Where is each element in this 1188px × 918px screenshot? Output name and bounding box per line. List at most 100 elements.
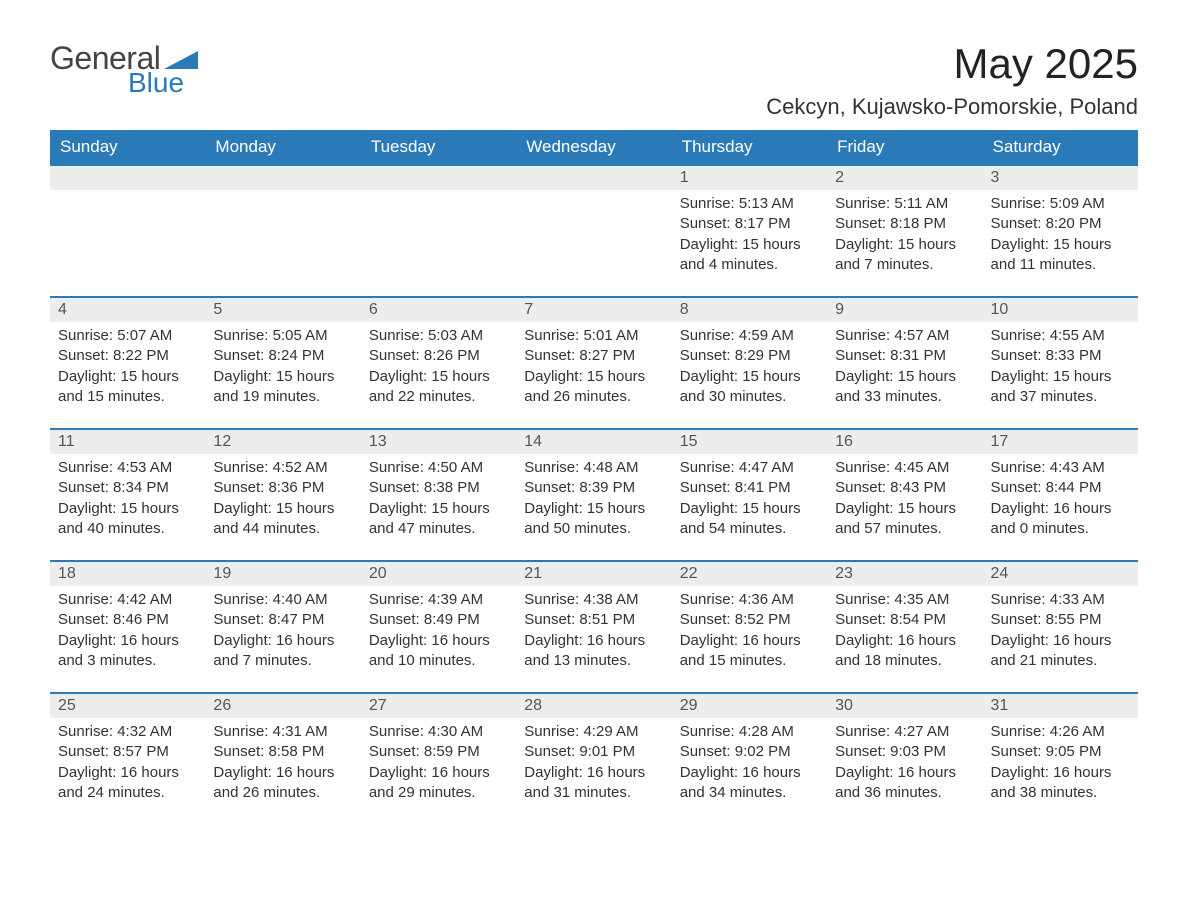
day-content: Sunrise: 5:05 AMSunset: 8:24 PMDaylight:… [205, 322, 360, 413]
sunrise-line: Sunrise: 4:47 AM [680, 458, 819, 478]
day-number: 4 [50, 296, 205, 322]
sunset-value: 8:20 PM [1046, 215, 1102, 232]
sunrise-label: Sunrise: [213, 723, 272, 740]
day-content: Sunrise: 4:57 AMSunset: 8:31 PMDaylight:… [827, 322, 982, 413]
weekday-header: Thursday [672, 130, 827, 164]
day-number: 14 [516, 428, 671, 454]
day-content: Sunrise: 4:47 AMSunset: 8:41 PMDaylight:… [672, 454, 827, 545]
sunrise-line: Sunrise: 4:26 AM [991, 722, 1130, 742]
sunset-line: Sunset: 8:33 PM [991, 346, 1130, 366]
sunrise-label: Sunrise: [58, 723, 117, 740]
sunset-line: Sunset: 8:49 PM [369, 610, 508, 630]
sunrise-line: Sunrise: 4:50 AM [369, 458, 508, 478]
sunset-label: Sunset: [213, 743, 268, 760]
calendar-cell: 13Sunrise: 4:50 AMSunset: 8:38 PMDayligh… [361, 428, 516, 560]
sunrise-line: Sunrise: 4:40 AM [213, 590, 352, 610]
page-header: General Blue May 2025 Cekcyn, Kujawsko-P… [50, 40, 1138, 120]
calendar-cell [516, 164, 671, 296]
calendar-cell: 9Sunrise: 4:57 AMSunset: 8:31 PMDaylight… [827, 296, 982, 428]
sunrise-label: Sunrise: [680, 459, 739, 476]
calendar-row: 1Sunrise: 5:13 AMSunset: 8:17 PMDaylight… [50, 164, 1138, 296]
day-number: 5 [205, 296, 360, 322]
sunrise-value: 5:05 AM [273, 327, 328, 344]
sunrise-value: 4:57 AM [894, 327, 949, 344]
daylight-line: Daylight: 16 hours and 36 minutes. [835, 763, 974, 804]
sunrise-line: Sunrise: 5:09 AM [991, 194, 1130, 214]
calendar-cell: 6Sunrise: 5:03 AMSunset: 8:26 PMDaylight… [361, 296, 516, 428]
day-content: Sunrise: 5:11 AMSunset: 8:18 PMDaylight:… [827, 190, 982, 281]
day-content: Sunrise: 4:35 AMSunset: 8:54 PMDaylight:… [827, 586, 982, 677]
sunset-value: 9:03 PM [890, 743, 946, 760]
sunset-label: Sunset: [369, 479, 424, 496]
daylight-label: Daylight: [991, 368, 1054, 385]
sunset-value: 8:46 PM [113, 611, 169, 628]
sunrise-value: 4:43 AM [1050, 459, 1105, 476]
day-number: 3 [983, 164, 1138, 190]
daylight-label: Daylight: [524, 368, 587, 385]
month-title: May 2025 [766, 40, 1138, 88]
sunrise-value: 4:47 AM [739, 459, 794, 476]
day-number: 13 [361, 428, 516, 454]
calendar-row: 18Sunrise: 4:42 AMSunset: 8:46 PMDayligh… [50, 560, 1138, 692]
sunset-value: 8:43 PM [890, 479, 946, 496]
sunrise-label: Sunrise: [991, 591, 1050, 608]
daylight-line: Daylight: 16 hours and 29 minutes. [369, 763, 508, 804]
daylight-line: Daylight: 15 hours and 37 minutes. [991, 367, 1130, 408]
day-content: Sunrise: 4:45 AMSunset: 8:43 PMDaylight:… [827, 454, 982, 545]
sunrise-value: 5:03 AM [428, 327, 483, 344]
empty-day-bar [361, 164, 516, 190]
sunrise-label: Sunrise: [213, 591, 272, 608]
daylight-line: Daylight: 15 hours and 19 minutes. [213, 367, 352, 408]
sunset-label: Sunset: [680, 479, 735, 496]
daylight-line: Daylight: 16 hours and 0 minutes. [991, 499, 1130, 540]
sunset-label: Sunset: [58, 479, 113, 496]
day-number: 27 [361, 692, 516, 718]
calendar-cell: 22Sunrise: 4:36 AMSunset: 8:52 PMDayligh… [672, 560, 827, 692]
calendar-cell: 1Sunrise: 5:13 AMSunset: 8:17 PMDaylight… [672, 164, 827, 296]
daylight-label: Daylight: [213, 764, 276, 781]
sunset-label: Sunset: [835, 743, 890, 760]
day-number: 6 [361, 296, 516, 322]
sunrise-value: 4:30 AM [428, 723, 483, 740]
sunset-label: Sunset: [213, 479, 268, 496]
day-content: Sunrise: 4:59 AMSunset: 8:29 PMDaylight:… [672, 322, 827, 413]
logo: General Blue [50, 40, 198, 99]
calendar-cell: 2Sunrise: 5:11 AMSunset: 8:18 PMDaylight… [827, 164, 982, 296]
day-number: 25 [50, 692, 205, 718]
day-content: Sunrise: 4:43 AMSunset: 8:44 PMDaylight:… [983, 454, 1138, 545]
sunrise-label: Sunrise: [369, 591, 428, 608]
calendar-row: 25Sunrise: 4:32 AMSunset: 8:57 PMDayligh… [50, 692, 1138, 824]
daylight-line: Daylight: 16 hours and 24 minutes. [58, 763, 197, 804]
daylight-label: Daylight: [524, 632, 587, 649]
daylight-line: Daylight: 16 hours and 34 minutes. [680, 763, 819, 804]
daylight-label: Daylight: [991, 500, 1054, 517]
daylight-label: Daylight: [524, 764, 587, 781]
sunrise-label: Sunrise: [524, 459, 583, 476]
sunrise-label: Sunrise: [991, 327, 1050, 344]
sunrise-line: Sunrise: 5:05 AM [213, 326, 352, 346]
sunrise-line: Sunrise: 4:31 AM [213, 722, 352, 742]
daylight-label: Daylight: [835, 236, 898, 253]
sunrise-value: 4:53 AM [117, 459, 172, 476]
daylight-label: Daylight: [680, 764, 743, 781]
sunrise-line: Sunrise: 4:38 AM [524, 590, 663, 610]
sunrise-line: Sunrise: 4:42 AM [58, 590, 197, 610]
day-number: 31 [983, 692, 1138, 718]
calendar-head: SundayMondayTuesdayWednesdayThursdayFrid… [50, 130, 1138, 164]
day-number: 11 [50, 428, 205, 454]
day-number: 2 [827, 164, 982, 190]
sunrise-line: Sunrise: 4:52 AM [213, 458, 352, 478]
day-number: 21 [516, 560, 671, 586]
sunrise-label: Sunrise: [213, 327, 272, 344]
sunrise-label: Sunrise: [680, 327, 739, 344]
sunset-value: 8:34 PM [113, 479, 169, 496]
sunset-value: 8:47 PM [268, 611, 324, 628]
day-content: Sunrise: 4:55 AMSunset: 8:33 PMDaylight:… [983, 322, 1138, 413]
sunrise-label: Sunrise: [524, 591, 583, 608]
daylight-label: Daylight: [680, 632, 743, 649]
sunrise-value: 4:38 AM [583, 591, 638, 608]
sunrise-value: 4:27 AM [894, 723, 949, 740]
weekday-header: Tuesday [361, 130, 516, 164]
sunrise-line: Sunrise: 4:39 AM [369, 590, 508, 610]
sunset-line: Sunset: 8:46 PM [58, 610, 197, 630]
